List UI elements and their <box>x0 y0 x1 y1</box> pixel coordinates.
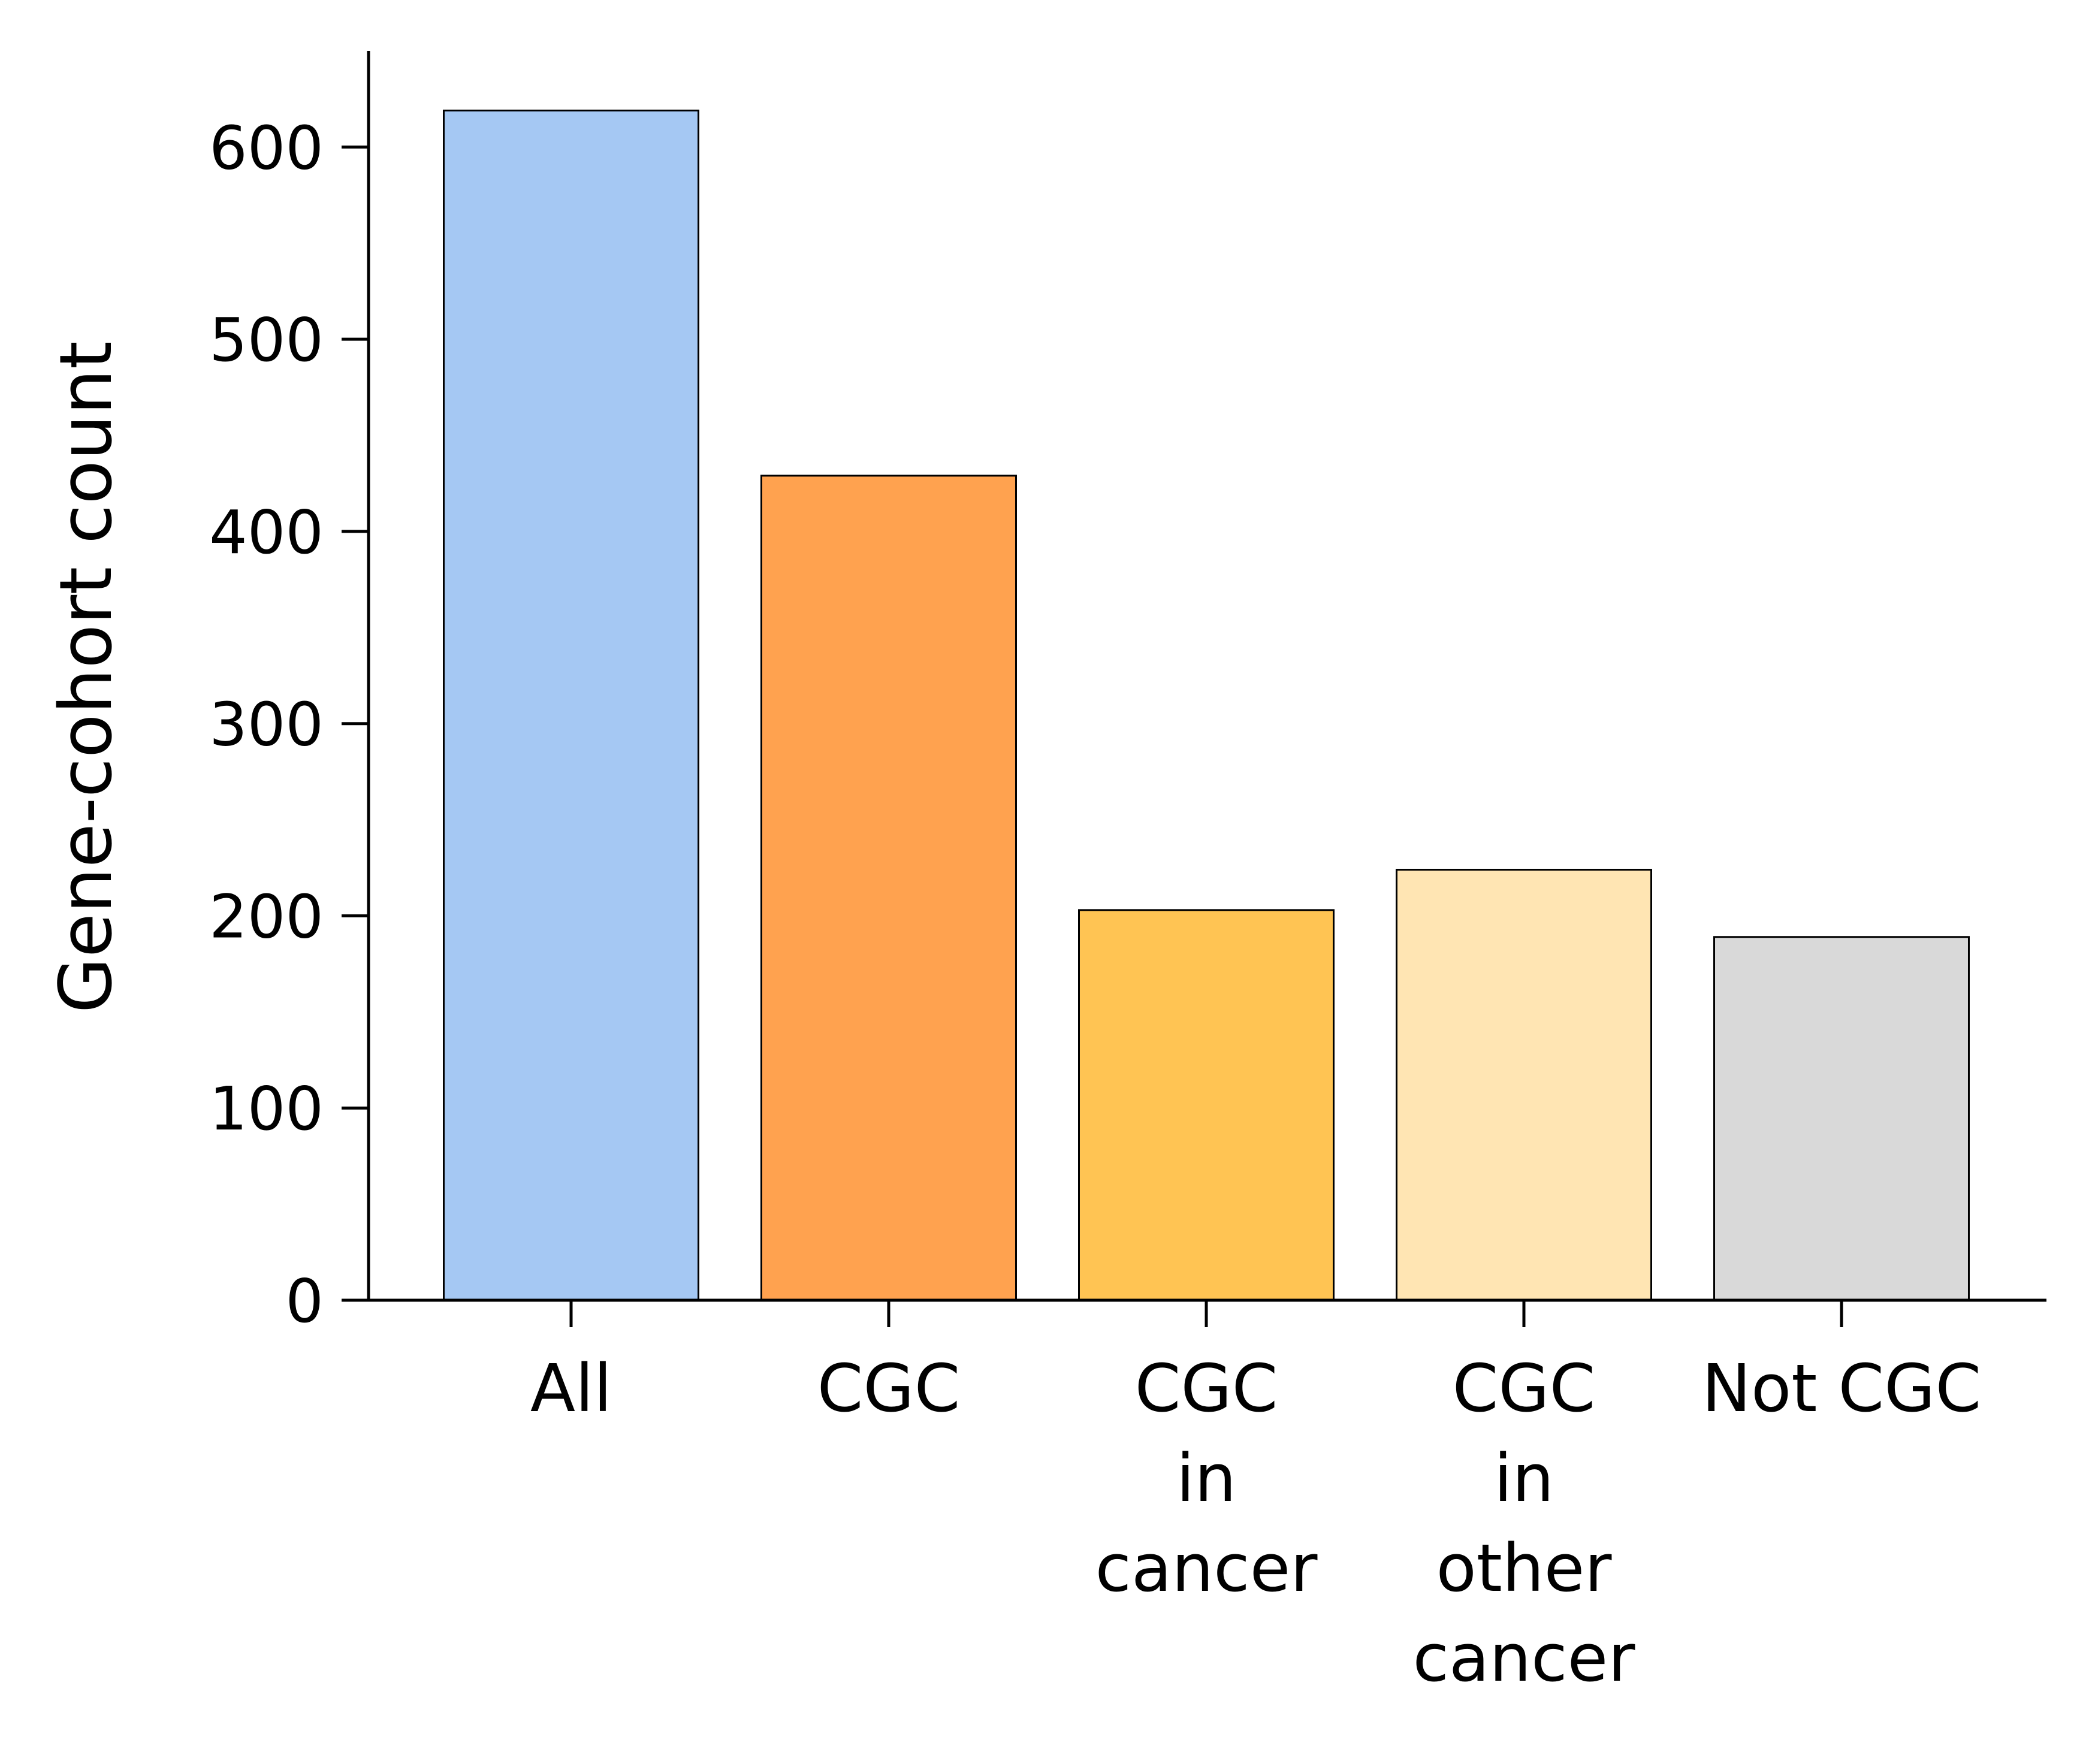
x-tick-label: CGC in other cancer <box>1413 1350 1636 1696</box>
y-tick-label: 0 <box>285 1266 324 1336</box>
y-tick-label: 100 <box>209 1074 324 1144</box>
bar-all <box>443 109 699 1301</box>
x-tick-label: Not CGC <box>1702 1350 1982 1427</box>
y-tick-label: 300 <box>209 690 324 760</box>
y-tick-label: 400 <box>209 497 324 567</box>
bar-cgc-in-other-cancer <box>1396 868 1652 1301</box>
y-axis-title: Gene-cohort count <box>45 341 128 1013</box>
bars-layer <box>443 109 1970 1301</box>
x-tick-label: All <box>530 1350 612 1427</box>
x-tick-label: CGC in cancer <box>1095 1350 1318 1606</box>
bar-cgc-in-cancer <box>1078 909 1335 1301</box>
x-tick-label: CGC <box>817 1350 961 1427</box>
y-tick-label: 600 <box>209 113 324 183</box>
y-tick-label: 500 <box>209 305 324 375</box>
bar-cgc <box>760 475 1017 1301</box>
bar-not-cgc <box>1713 936 1970 1301</box>
y-tick-label: 200 <box>209 881 324 952</box>
ticks-layer: 0 100 200 300 400 500 600 All CGC CGC in cancer CGC i… <box>209 113 1981 1696</box>
